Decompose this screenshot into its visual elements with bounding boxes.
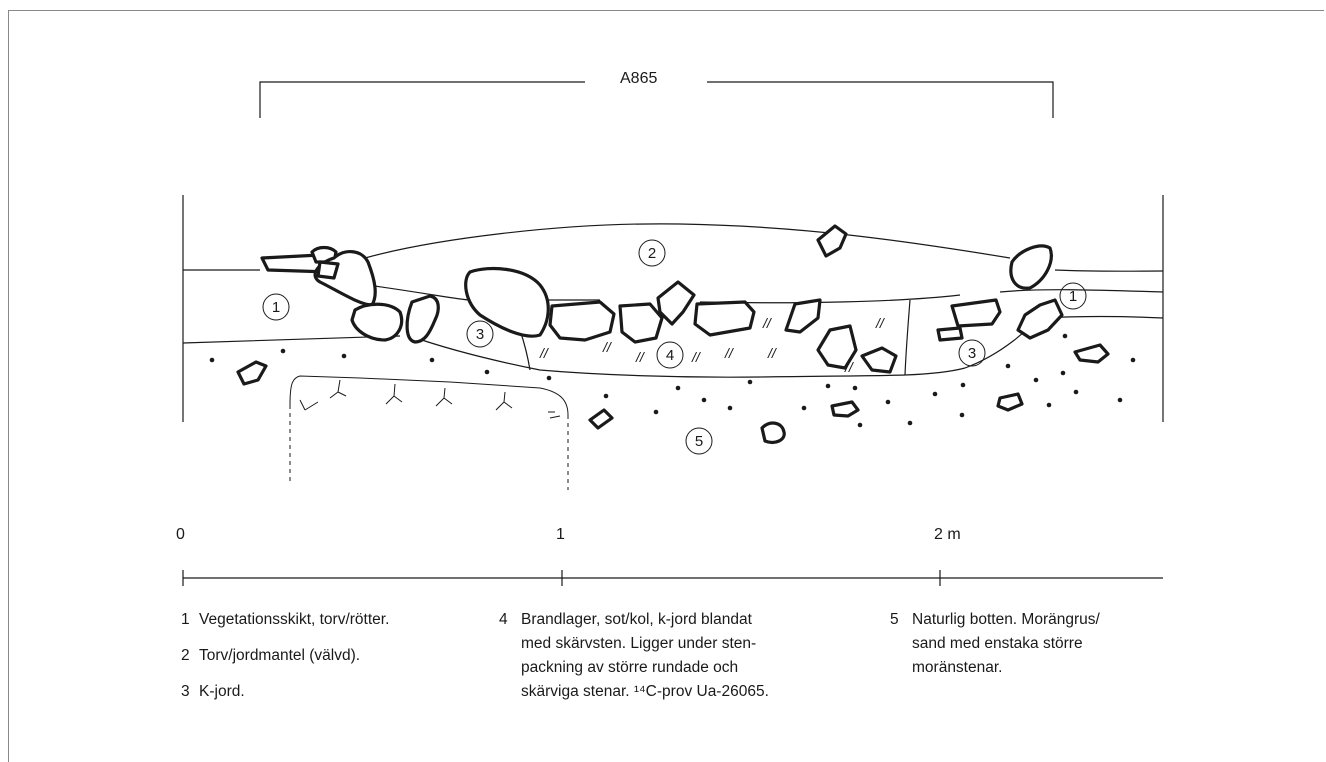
scale-tick-2: 2 m [934, 526, 961, 543]
marker-label-1-left: 1 [272, 299, 280, 316]
svg-text://: // [875, 315, 886, 331]
feature-label: A865 [620, 70, 658, 87]
legend-column-1: 1 Vegetationsskikt, torv/rötter. 2 Torv/… [181, 608, 481, 716]
layer-markers [262, 239, 1087, 455]
svg-text://: // [767, 345, 778, 361]
legend-text: Naturlig botten. Morängrus/ sand med ens… [912, 611, 1100, 676]
svg-text://: // [762, 315, 773, 331]
marker-label-5: 5 [695, 433, 703, 450]
charcoal-hatching: // // // // // // // // // [539, 315, 886, 375]
svg-text://: // [539, 345, 550, 361]
scale-tick-0: 0 [176, 526, 185, 543]
gravel-dots [209, 333, 1136, 428]
legend-column-2: 4 Brandlager, sot/kol, k-jord blandat me… [499, 608, 859, 716]
marker-1-right [1059, 282, 1087, 310]
marker-label-4: 4 [666, 347, 674, 364]
figure-frame [8, 10, 1324, 762]
scale-tick-1: 1 [556, 526, 565, 543]
marker-3-left [466, 320, 494, 348]
legend-item-1: 1 Vegetationsskikt, torv/rötter. [181, 608, 481, 632]
legend-text: K-jord. [199, 683, 245, 700]
marker-4 [656, 341, 684, 369]
legend-number: 4 [499, 611, 508, 628]
marker-5 [685, 427, 713, 455]
svg-text://: // [635, 349, 646, 365]
legend-item-4: 4 Brandlager, sot/kol, k-jord blandat me… [499, 608, 859, 704]
feature-bracket [259, 81, 1054, 118]
legend-number: 1 [181, 611, 190, 628]
marker-3-right [958, 339, 986, 367]
legend-number: 3 [181, 683, 190, 700]
scale-bar [182, 570, 1163, 586]
legend-number: 2 [181, 647, 190, 664]
legend-text: Vegetationsskikt, torv/rötter. [199, 611, 390, 628]
legend-text: Brandlager, sot/kol, k-jord blandat med … [521, 611, 769, 700]
marker-label-1-right: 1 [1069, 288, 1077, 305]
marker-1-left [262, 293, 290, 321]
legend-item-3: 3 K-jord. [181, 680, 481, 704]
svg-text://: // [724, 345, 735, 361]
legend-item-5: 5 Naturlig botten. Morängrus/ sand med e… [890, 608, 1210, 680]
legend-number: 5 [890, 611, 899, 628]
legend-text: Torv/jordmantel (välvd). [199, 647, 361, 664]
marker-label-2: 2 [648, 245, 656, 262]
marker-label-3-right: 3 [968, 345, 976, 362]
svg-text://: // [844, 359, 855, 375]
legend-column-3: 5 Naturlig botten. Morängrus/ sand med e… [890, 608, 1210, 692]
svg-text://: // [602, 339, 613, 355]
marker-2 [638, 239, 666, 267]
root-feature [289, 375, 569, 490]
stones [236, 224, 1110, 445]
legend-item-2: 2 Torv/jordmantel (välvd). [181, 644, 481, 668]
marker-label-3-left: 3 [476, 326, 484, 343]
svg-text://: // [691, 349, 702, 365]
